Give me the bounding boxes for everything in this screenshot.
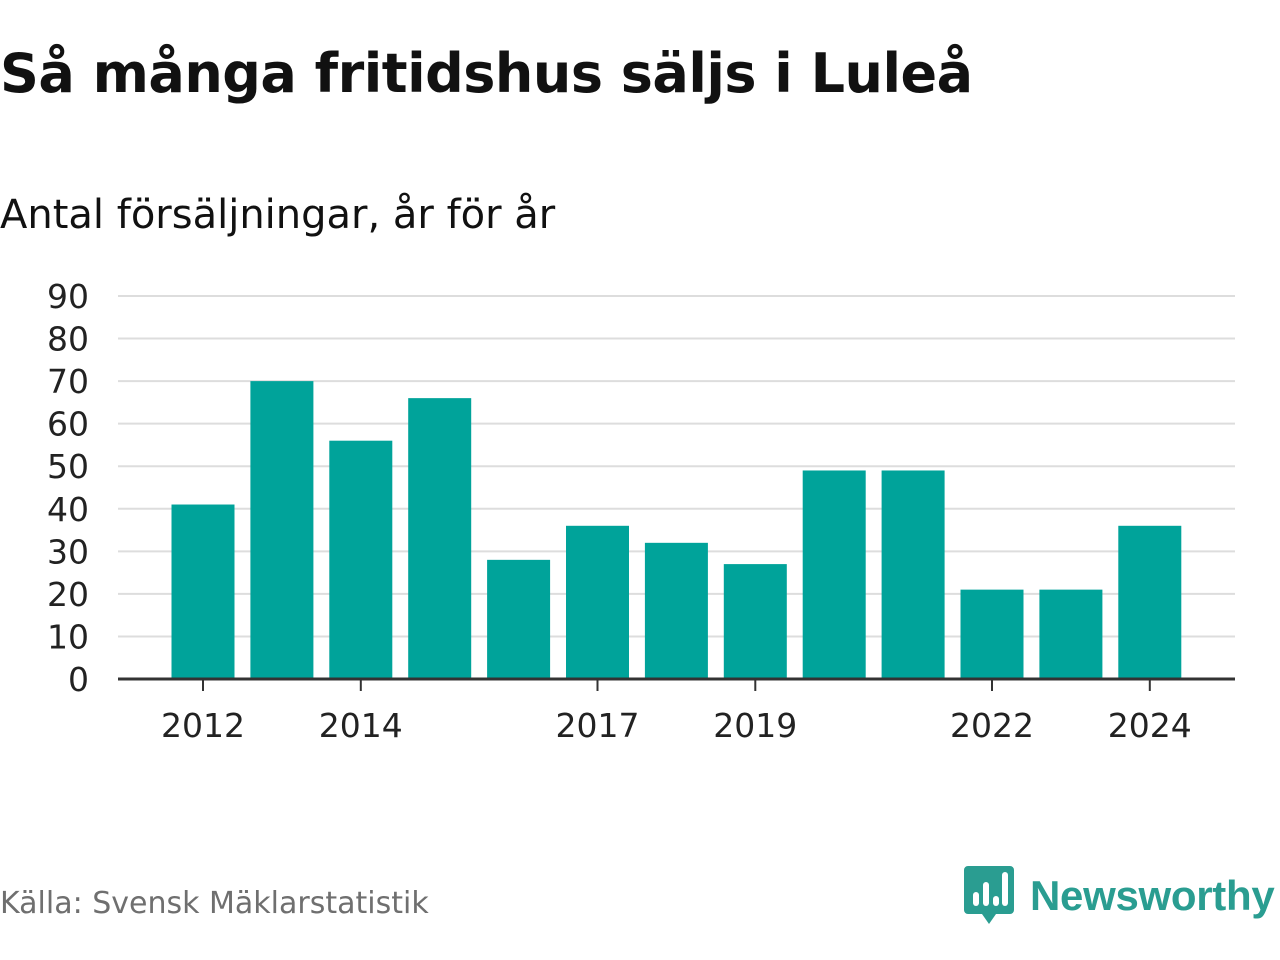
brand-name: Newsworthy	[1030, 872, 1275, 919]
y-tick-label: 80	[47, 320, 89, 359]
source-note: Källa: Svensk Mäklarstatistik	[0, 886, 429, 921]
bar-2024	[1118, 525, 1182, 679]
y-tick-label: 60	[47, 405, 89, 444]
bar-2020	[802, 470, 866, 679]
bar-2012	[171, 504, 235, 679]
bars	[171, 381, 1182, 679]
bar-2018	[644, 542, 708, 679]
y-tick-label: 90	[47, 277, 89, 316]
chart-subtitle: Antal försäljningar, år för år	[0, 192, 556, 238]
x-tick-label: 2022	[950, 706, 1034, 745]
bar-2017	[566, 525, 629, 679]
y-tick-label: 30	[47, 532, 89, 571]
bar-2014	[329, 440, 393, 679]
newsworthy-logo-icon	[964, 866, 1014, 924]
x-tick-label: 2017	[556, 706, 640, 745]
x-tick-label: 2024	[1108, 706, 1192, 745]
brand-logo: Newsworthy	[964, 866, 1275, 926]
x-tick-label: 2012	[161, 706, 245, 745]
y-tick-label: 10	[47, 617, 89, 656]
bar-2021	[881, 470, 945, 679]
y-tick-label: 70	[47, 362, 89, 401]
y-tick-label: 50	[47, 447, 89, 486]
y-tick-label: 0	[68, 660, 89, 699]
bar-2013	[250, 381, 314, 679]
x-tick-label: 2014	[319, 706, 403, 745]
bar-2015	[408, 398, 472, 679]
bar-2023	[1039, 589, 1103, 679]
chart-title: Så många fritidshus säljs i Luleå	[0, 42, 973, 105]
bar-2022	[960, 589, 1024, 679]
bar-2016	[487, 559, 551, 679]
y-tick-label: 40	[47, 490, 89, 529]
x-tick-label: 2019	[713, 706, 797, 745]
bar-2019	[723, 564, 787, 679]
y-tick-label: 20	[47, 575, 89, 614]
